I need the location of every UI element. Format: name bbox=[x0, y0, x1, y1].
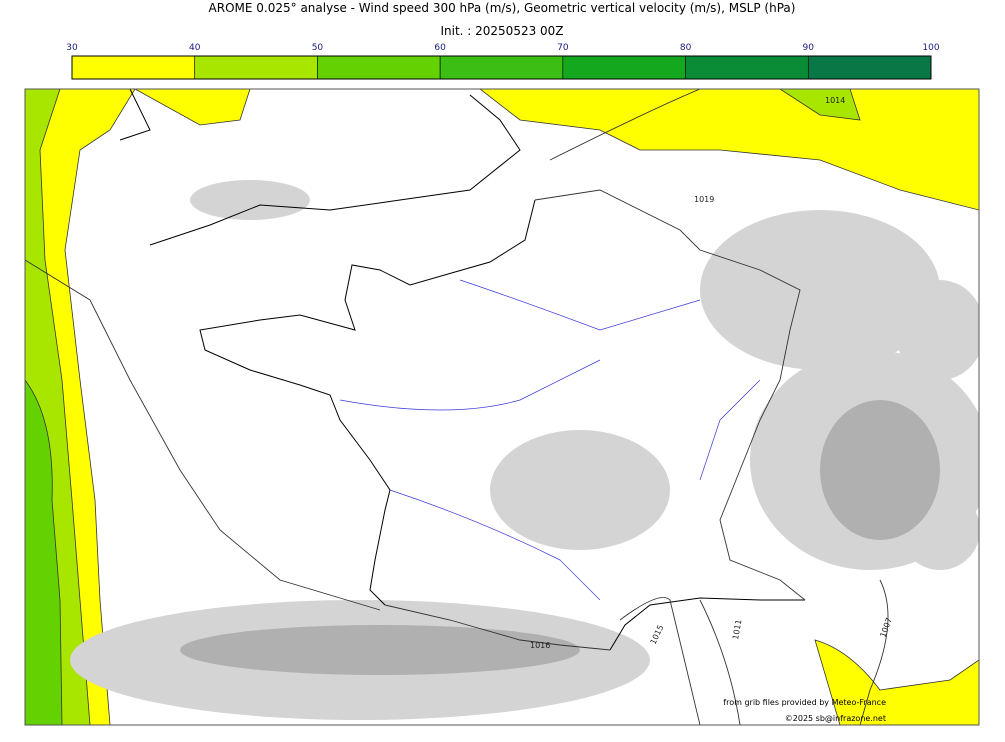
colorbar-segment bbox=[71, 55, 196, 80]
rivers bbox=[339, 279, 761, 601]
colorbar-segment bbox=[439, 55, 564, 80]
wind-30-north bbox=[134, 89, 251, 126]
isobar-label: 1011 bbox=[731, 619, 743, 641]
colorbar-tick-label: 40 bbox=[189, 43, 201, 53]
wind-50 bbox=[25, 379, 63, 725]
colorbar-tick-label: 60 bbox=[434, 43, 446, 53]
colorbar-tick-label: 30 bbox=[66, 43, 78, 53]
credit: from grib files provided by Meteo-France bbox=[723, 698, 886, 707]
borders bbox=[25, 89, 889, 725]
colorbar-tick-label: 50 bbox=[312, 43, 324, 53]
colorbar-segment bbox=[317, 55, 441, 80]
map-frame bbox=[24, 88, 980, 726]
coastlines bbox=[119, 89, 805, 651]
colorbar-segment bbox=[685, 55, 809, 80]
isobar-label: 1019 bbox=[694, 195, 714, 204]
subtitle: Init. : 20250523 00Z bbox=[440, 24, 563, 38]
title: AROME 0.025° analyse - Wind speed 300 hP… bbox=[209, 1, 796, 15]
credit: ©2025 sb@infrazone.net bbox=[785, 714, 886, 723]
colorbar-segment bbox=[807, 55, 932, 80]
map-area bbox=[25, 89, 979, 725]
colorbar-tick-label: 70 bbox=[557, 43, 569, 53]
wind-40-ne bbox=[779, 89, 861, 121]
colorbar-segment bbox=[562, 55, 686, 80]
terrain-high bbox=[180, 400, 940, 675]
wind-30-se bbox=[814, 639, 979, 725]
colorbar-tick-label: 80 bbox=[680, 43, 692, 53]
colorbar-tick-label: 100 bbox=[922, 43, 939, 53]
colorbar-frame bbox=[71, 55, 932, 80]
colorbar: 30 40 50 60 70 80 90 100 bbox=[66, 43, 940, 80]
colorbar-tick-label: 90 bbox=[803, 43, 815, 53]
colorbar-segment bbox=[194, 55, 318, 80]
isobar-label: 1014 bbox=[825, 96, 845, 105]
isobar-label: 1016 bbox=[530, 641, 550, 650]
